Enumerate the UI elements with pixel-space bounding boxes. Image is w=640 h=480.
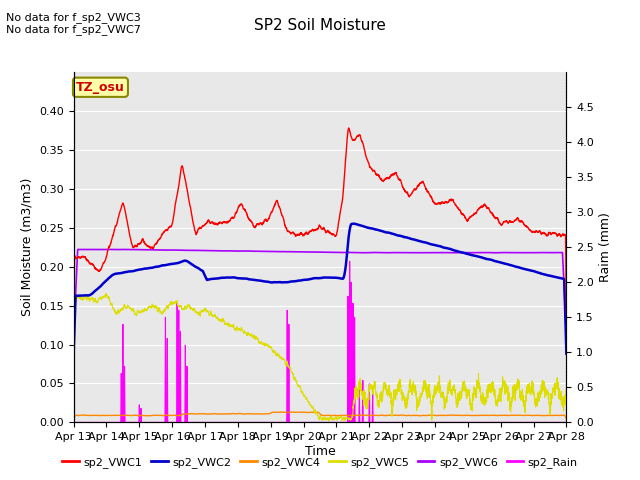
Y-axis label: Raim (mm): Raim (mm) — [600, 212, 612, 282]
X-axis label: Time: Time — [305, 445, 335, 458]
Text: TZ_osu: TZ_osu — [76, 81, 125, 94]
Title: SP2 Soil Moisture: SP2 Soil Moisture — [254, 18, 386, 33]
Text: No data for f_sp2_VWC7: No data for f_sp2_VWC7 — [6, 24, 141, 35]
Legend: sp2_VWC1, sp2_VWC2, sp2_VWC4, sp2_VWC5, sp2_VWC6, sp2_Rain: sp2_VWC1, sp2_VWC2, sp2_VWC4, sp2_VWC5, … — [58, 452, 582, 472]
Text: No data for f_sp2_VWC3: No data for f_sp2_VWC3 — [6, 12, 141, 23]
Y-axis label: Soil Moisture (m3/m3): Soil Moisture (m3/m3) — [20, 178, 33, 316]
